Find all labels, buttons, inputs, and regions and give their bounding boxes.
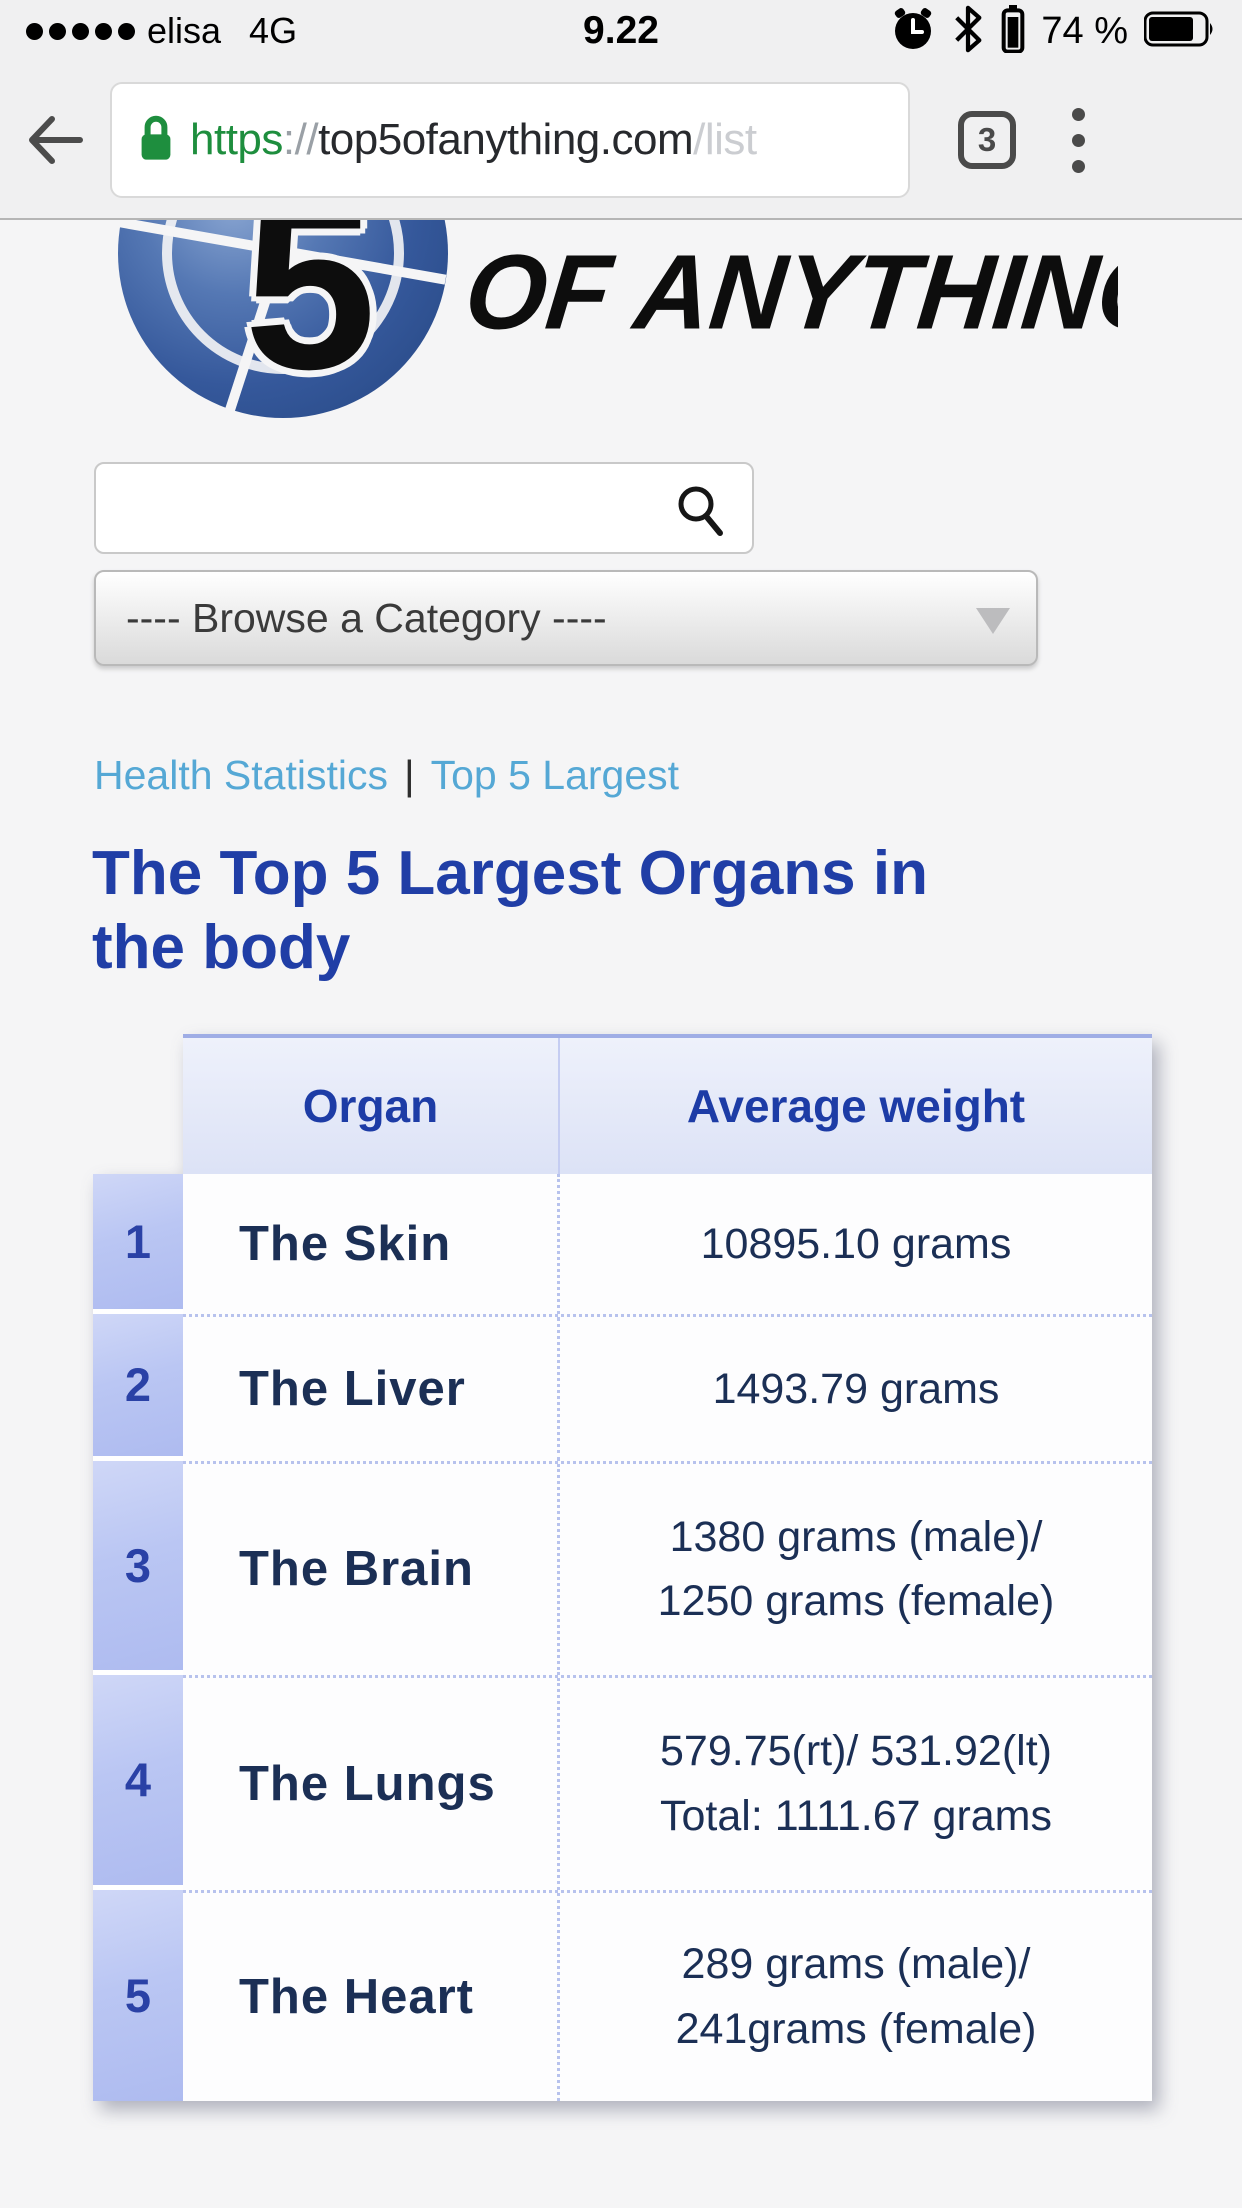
table-header-row: Organ Average weight xyxy=(183,1033,1152,1174)
weight-line: 1380 grams (male)/ xyxy=(669,1512,1043,1561)
bluetooth-icon xyxy=(951,5,985,58)
rank-column: 1 2 3 4 5 xyxy=(93,1173,183,2101)
breadcrumb-link-category[interactable]: Health Statistics xyxy=(94,752,388,798)
signal-strength-icon xyxy=(26,22,135,40)
network-type-label: 4G xyxy=(249,10,298,51)
column-header-weight: Average weight xyxy=(686,1079,1026,1132)
weight-line: 10895.10 grams xyxy=(700,1219,1012,1268)
back-button[interactable] xyxy=(0,113,110,167)
search-input[interactable] xyxy=(96,464,752,552)
weight-cell: 579.75(rt)/ 531.92(lt) Total: 1111.67 gra… xyxy=(560,1678,1152,1890)
browser-toolbar: https://top5ofanything.com/list 3 xyxy=(0,62,1242,220)
rank-cell: 1 xyxy=(93,1173,183,1314)
column-header-organ: Organ xyxy=(183,1037,560,1174)
weight-line: 579.75(rt)/ 531.92(lt) xyxy=(660,1727,1052,1776)
weight-line: 1250 grams (female) xyxy=(657,1577,1055,1626)
weight-line: 241grams (female) xyxy=(675,2004,1037,2053)
rank-cell: 5 xyxy=(93,1889,183,2101)
search-icon[interactable] xyxy=(672,482,730,545)
url-bar[interactable]: https://top5ofanything.com/list xyxy=(110,82,910,198)
organ-cell: The Heart xyxy=(183,1892,560,2101)
url-text: https://top5ofanything.com/list xyxy=(190,115,757,165)
url-host: top5ofanything.com xyxy=(318,115,694,164)
lock-icon xyxy=(138,114,174,167)
carrier-label: elisa xyxy=(147,10,222,51)
category-dropdown[interactable]: ---- Browse a Category ---- xyxy=(94,570,1038,666)
weight-cell: 1493.79 grams xyxy=(560,1317,1152,1461)
table-row: The Lungs 579.75(rt)/ 531.92(lt) Total: 1… xyxy=(183,1674,1152,1890)
organ-cell: The Brain xyxy=(183,1463,560,1675)
category-dropdown-label: ---- Browse a Category ---- xyxy=(126,594,607,641)
alarm-clock-icon xyxy=(891,7,935,56)
url-scheme: https xyxy=(190,115,283,164)
status-time: 9.22 xyxy=(583,9,659,52)
logo-wordmark: OF ANYTHING xyxy=(459,233,1118,353)
weight-cell: 1380 grams (male)/ 1250 grams (female) xyxy=(560,1464,1152,1675)
rank-cell: 4 xyxy=(93,1674,183,1890)
battery-percentage: 74 % xyxy=(1041,9,1128,52)
table-row: The Heart 289 grams (male)/ 241grams (fem… xyxy=(183,1889,1152,2101)
menu-button[interactable] xyxy=(1072,107,1085,173)
back-arrow-icon xyxy=(29,116,83,164)
battery-icon xyxy=(1143,11,1216,52)
page-title: The Top 5 Largest Organs in the body xyxy=(92,839,928,983)
rank-cell: 2 xyxy=(93,1313,183,1461)
kebab-menu-icon xyxy=(1072,107,1085,121)
site-logo[interactable]: 5 OF ANYTHING xyxy=(118,220,1118,418)
weight-line: 289 grams (male)/ xyxy=(681,1940,1031,1989)
breadcrumb-separator: | xyxy=(403,752,415,798)
weight-line: Total: 1111.67 grams xyxy=(660,1791,1052,1840)
search-box xyxy=(94,462,754,554)
table-body: Organ Average weight The Skin 10895.10 g… xyxy=(183,1033,1152,2101)
table-row: The Skin 10895.10 grams xyxy=(183,1173,1152,1314)
breadcrumb-link-list[interactable]: Top 5 Largest xyxy=(430,752,680,798)
logo-number: 5 xyxy=(244,220,377,418)
breadcrumb: Health Statistics | Top 5 Largest xyxy=(94,752,1242,799)
chevron-down-icon xyxy=(976,608,1010,634)
url-path: /list xyxy=(693,115,757,164)
organ-cell: The Lungs xyxy=(183,1677,560,1890)
organs-table: 1 2 3 4 5 Organ Average weight The Skin … xyxy=(93,1033,1242,2101)
table-row: The Liver 1493.79 grams xyxy=(183,1313,1152,1461)
organ-cell: The Liver xyxy=(183,1316,560,1461)
table-row: The Brain 1380 grams (male)/ 1250 grams (… xyxy=(183,1460,1152,1675)
weight-line: 1493.79 grams xyxy=(712,1364,1000,1413)
peripheral-battery-icon xyxy=(1001,4,1025,58)
weight-cell: 10895.10 grams xyxy=(560,1174,1152,1314)
tab-counter-button[interactable]: 3 xyxy=(958,111,1016,169)
rank-cell: 3 xyxy=(93,1460,183,1675)
url-separator: :// xyxy=(282,115,319,164)
weight-cell: 289 grams (male)/ 241grams (female) xyxy=(560,1893,1152,2101)
status-bar: elisa 4G 9.22 xyxy=(0,0,1242,62)
organ-cell: The Skin xyxy=(183,1173,560,1314)
